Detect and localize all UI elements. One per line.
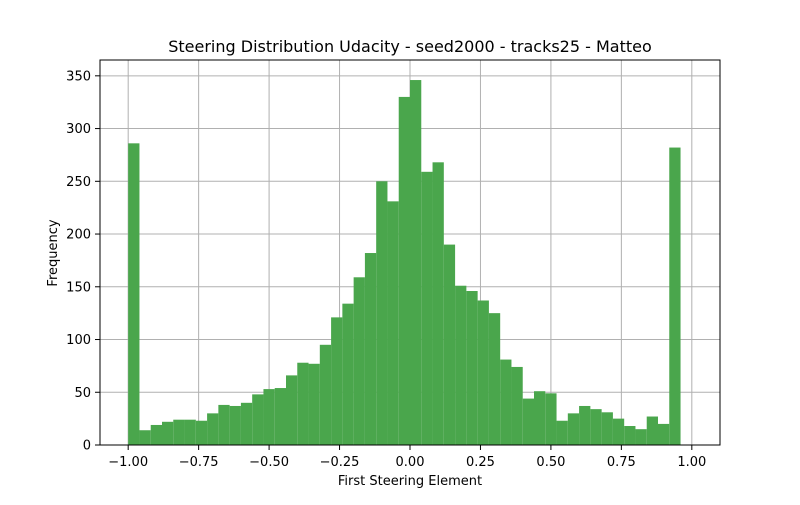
histogram-bar [173,419,185,445]
histogram-bar [488,313,501,445]
histogram-bar [207,413,219,445]
histogram-bar [308,363,320,445]
histogram-bar [579,405,591,445]
histogram-bar [466,291,478,445]
histogram-bar [443,244,456,445]
histogram-bar [240,402,253,445]
histogram-bar [353,277,365,445]
histogram-bar [364,253,377,445]
histogram-bar [376,181,388,445]
histogram-bar [218,404,230,445]
x-tick-label: 0.75 [607,455,636,470]
y-tick-label: 200 [66,228,91,243]
histogram-bar [229,405,241,445]
histogram-bar [410,80,422,445]
histogram-bar [635,429,647,445]
x-axis-ticks: −1.00 −0.75 −0.50 −0.25 0.00 0.25 0.50 0.75 1.00 [108,445,706,470]
histogram-bar [624,426,636,445]
histogram-bars [128,80,681,445]
x-tick-label: −0.75 [179,455,219,470]
histogram-bar [319,344,332,445]
histogram-bar [263,389,275,445]
histogram-bar [511,366,523,445]
histogram-bar [184,419,196,445]
x-tick-label: −1.00 [108,455,148,470]
histogram-bar [432,162,444,445]
x-axis-label: First Steering Element [338,474,482,489]
histogram-bar [128,143,140,445]
histogram-bar [612,418,625,445]
histogram-bar [331,317,343,445]
histogram-bar [455,285,467,445]
histogram-bar [195,420,208,445]
y-tick-label: 250 [66,175,91,190]
x-tick-label: 0.50 [536,455,565,470]
y-axis-ticks: 0 50 100 150 200 250 300 350 [66,69,100,454]
y-tick-label: 150 [66,280,91,295]
chart-title: Steering Distribution Udacity - seed2000… [168,37,652,56]
histogram-bar [252,394,264,445]
x-tick-label: 0.00 [396,455,425,470]
histogram-bar [556,420,568,445]
histogram-bar [421,171,433,445]
histogram-bar [387,201,399,445]
histogram-bar [646,416,658,445]
histogram-bar [522,398,534,445]
histogram-bar [286,375,298,445]
histogram-bar [534,391,546,445]
histogram-bar [139,430,151,445]
histogram-bar [658,423,670,445]
histogram-bar [398,96,410,445]
x-tick-label: −0.25 [320,455,360,470]
histogram-bar [162,421,174,445]
histogram-bar [297,362,309,445]
histogram-bar [545,393,557,445]
y-tick-label: 100 [66,333,91,348]
y-axis-label: Frequency [46,219,61,286]
y-tick-label: 350 [66,69,91,84]
y-tick-label: 0 [83,439,91,454]
x-tick-label: −0.50 [249,455,289,470]
y-tick-label: 50 [74,386,91,401]
histogram-bar [150,424,162,445]
histogram-bar [477,300,489,445]
x-tick-label: 0.25 [466,455,495,470]
histogram-bar [567,413,580,445]
histogram-bar [669,147,681,445]
histogram-bar [590,409,602,445]
histogram-bar [342,303,354,445]
histogram-bar [500,359,512,445]
y-tick-label: 300 [66,122,91,137]
histogram-bar [601,412,613,445]
x-tick-label: 1.00 [677,455,706,470]
histogram-bar [274,388,286,445]
